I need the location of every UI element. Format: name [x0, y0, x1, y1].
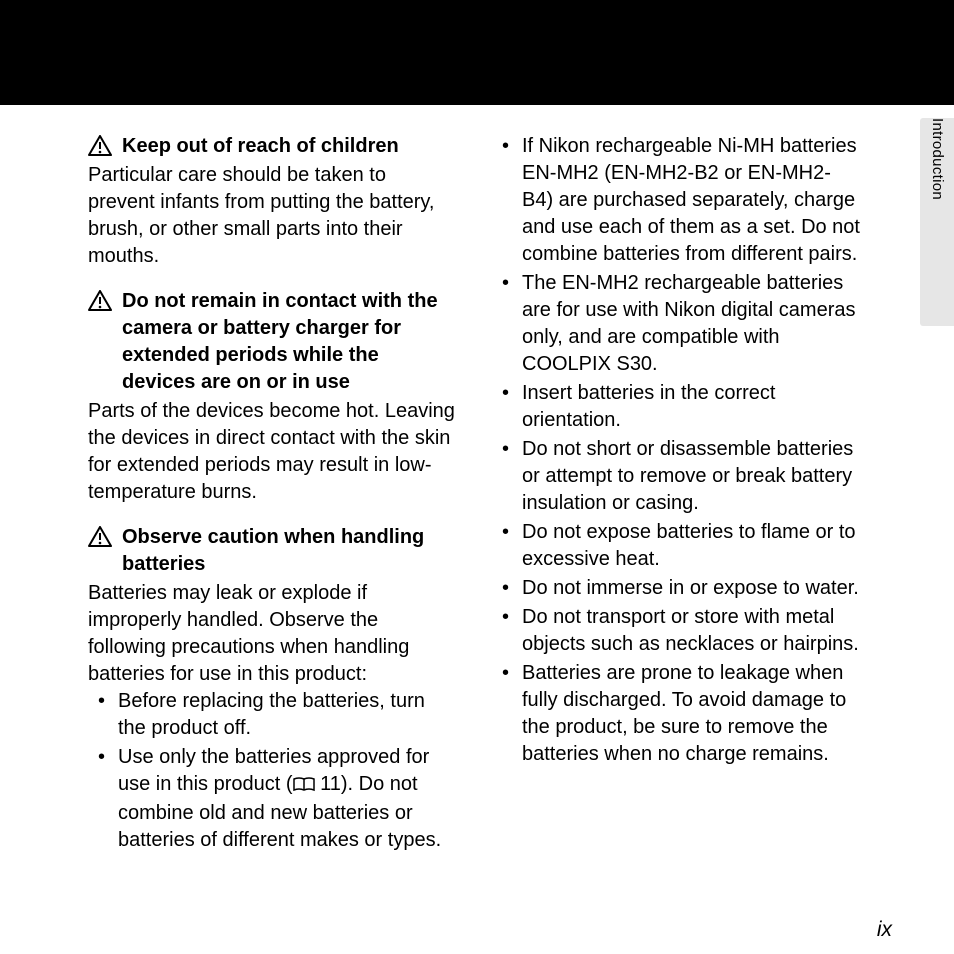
section-heading: Keep out of reach of children — [122, 133, 399, 160]
bullet-list: If Nikon rechargeable Ni-MH batteries EN… — [492, 133, 860, 768]
list-item: Before replacing the batteries, turn the… — [88, 688, 456, 742]
book-icon — [293, 773, 315, 800]
right-column: If Nikon rechargeable Ni-MH batteries EN… — [492, 133, 860, 872]
list-item-text: Do not expose batteries to flame or to e… — [522, 521, 856, 570]
list-item-text: Do not transport or store with metal obj… — [522, 606, 859, 655]
page-number: ix — [877, 918, 892, 942]
warning-icon — [88, 135, 114, 156]
list-item-text: Do not immerse in or expose to water. — [522, 577, 859, 599]
list-item-text: Insert batteries in the correct orientat… — [522, 382, 775, 431]
list-item-text: Do not short or disassemble batteries or… — [522, 438, 853, 514]
list-item-text: Before replacing the batteries, turn the… — [118, 690, 425, 739]
list-item: Batteries are prone to leakage when full… — [492, 660, 860, 768]
list-item: Do not immerse in or expose to water. — [492, 575, 860, 602]
list-item: The EN-MH2 rechargeable batteries are fo… — [492, 270, 860, 378]
list-item: Insert batteries in the correct orientat… — [492, 380, 860, 434]
page-body: Keep out of reach of children Particular… — [0, 105, 954, 872]
list-item-ref: 11 — [315, 773, 341, 795]
warning-icon — [88, 526, 114, 547]
list-item: If Nikon rechargeable Ni-MH batteries EN… — [492, 133, 860, 268]
list-item: Do not short or disassemble batteries or… — [492, 436, 860, 517]
left-column: Keep out of reach of children Particular… — [88, 133, 456, 872]
list-item-text: The EN-MH2 rechargeable batteries are fo… — [522, 272, 855, 375]
section-body: Batteries may leak or explode if imprope… — [88, 580, 456, 688]
list-item: Do not transport or store with metal obj… — [492, 604, 860, 658]
list-item-text: If Nikon rechargeable Ni-MH batteries EN… — [522, 135, 860, 265]
warning-icon — [88, 290, 114, 311]
section-heading: Observe caution when handling batteries — [122, 524, 456, 578]
section-keep-out-of-reach: Keep out of reach of children Particular… — [88, 133, 456, 270]
bullet-list: Before replacing the batteries, turn the… — [88, 688, 456, 854]
section-observe-caution-batteries: Observe caution when handling batteries … — [88, 524, 456, 854]
list-item: Use only the batteries approved for use … — [88, 744, 456, 854]
section-body: Parts of the devices become hot. Leaving… — [88, 398, 456, 506]
section-heading: Do not remain in contact with the camera… — [122, 288, 456, 396]
header-black-bar — [0, 0, 954, 105]
list-item: Do not expose batteries to flame or to e… — [492, 519, 860, 573]
section-do-not-remain-in-contact: Do not remain in contact with the camera… — [88, 288, 456, 506]
section-body: Particular care should be taken to preve… — [88, 162, 456, 270]
list-item-text: Batteries are prone to leakage when full… — [522, 662, 846, 765]
